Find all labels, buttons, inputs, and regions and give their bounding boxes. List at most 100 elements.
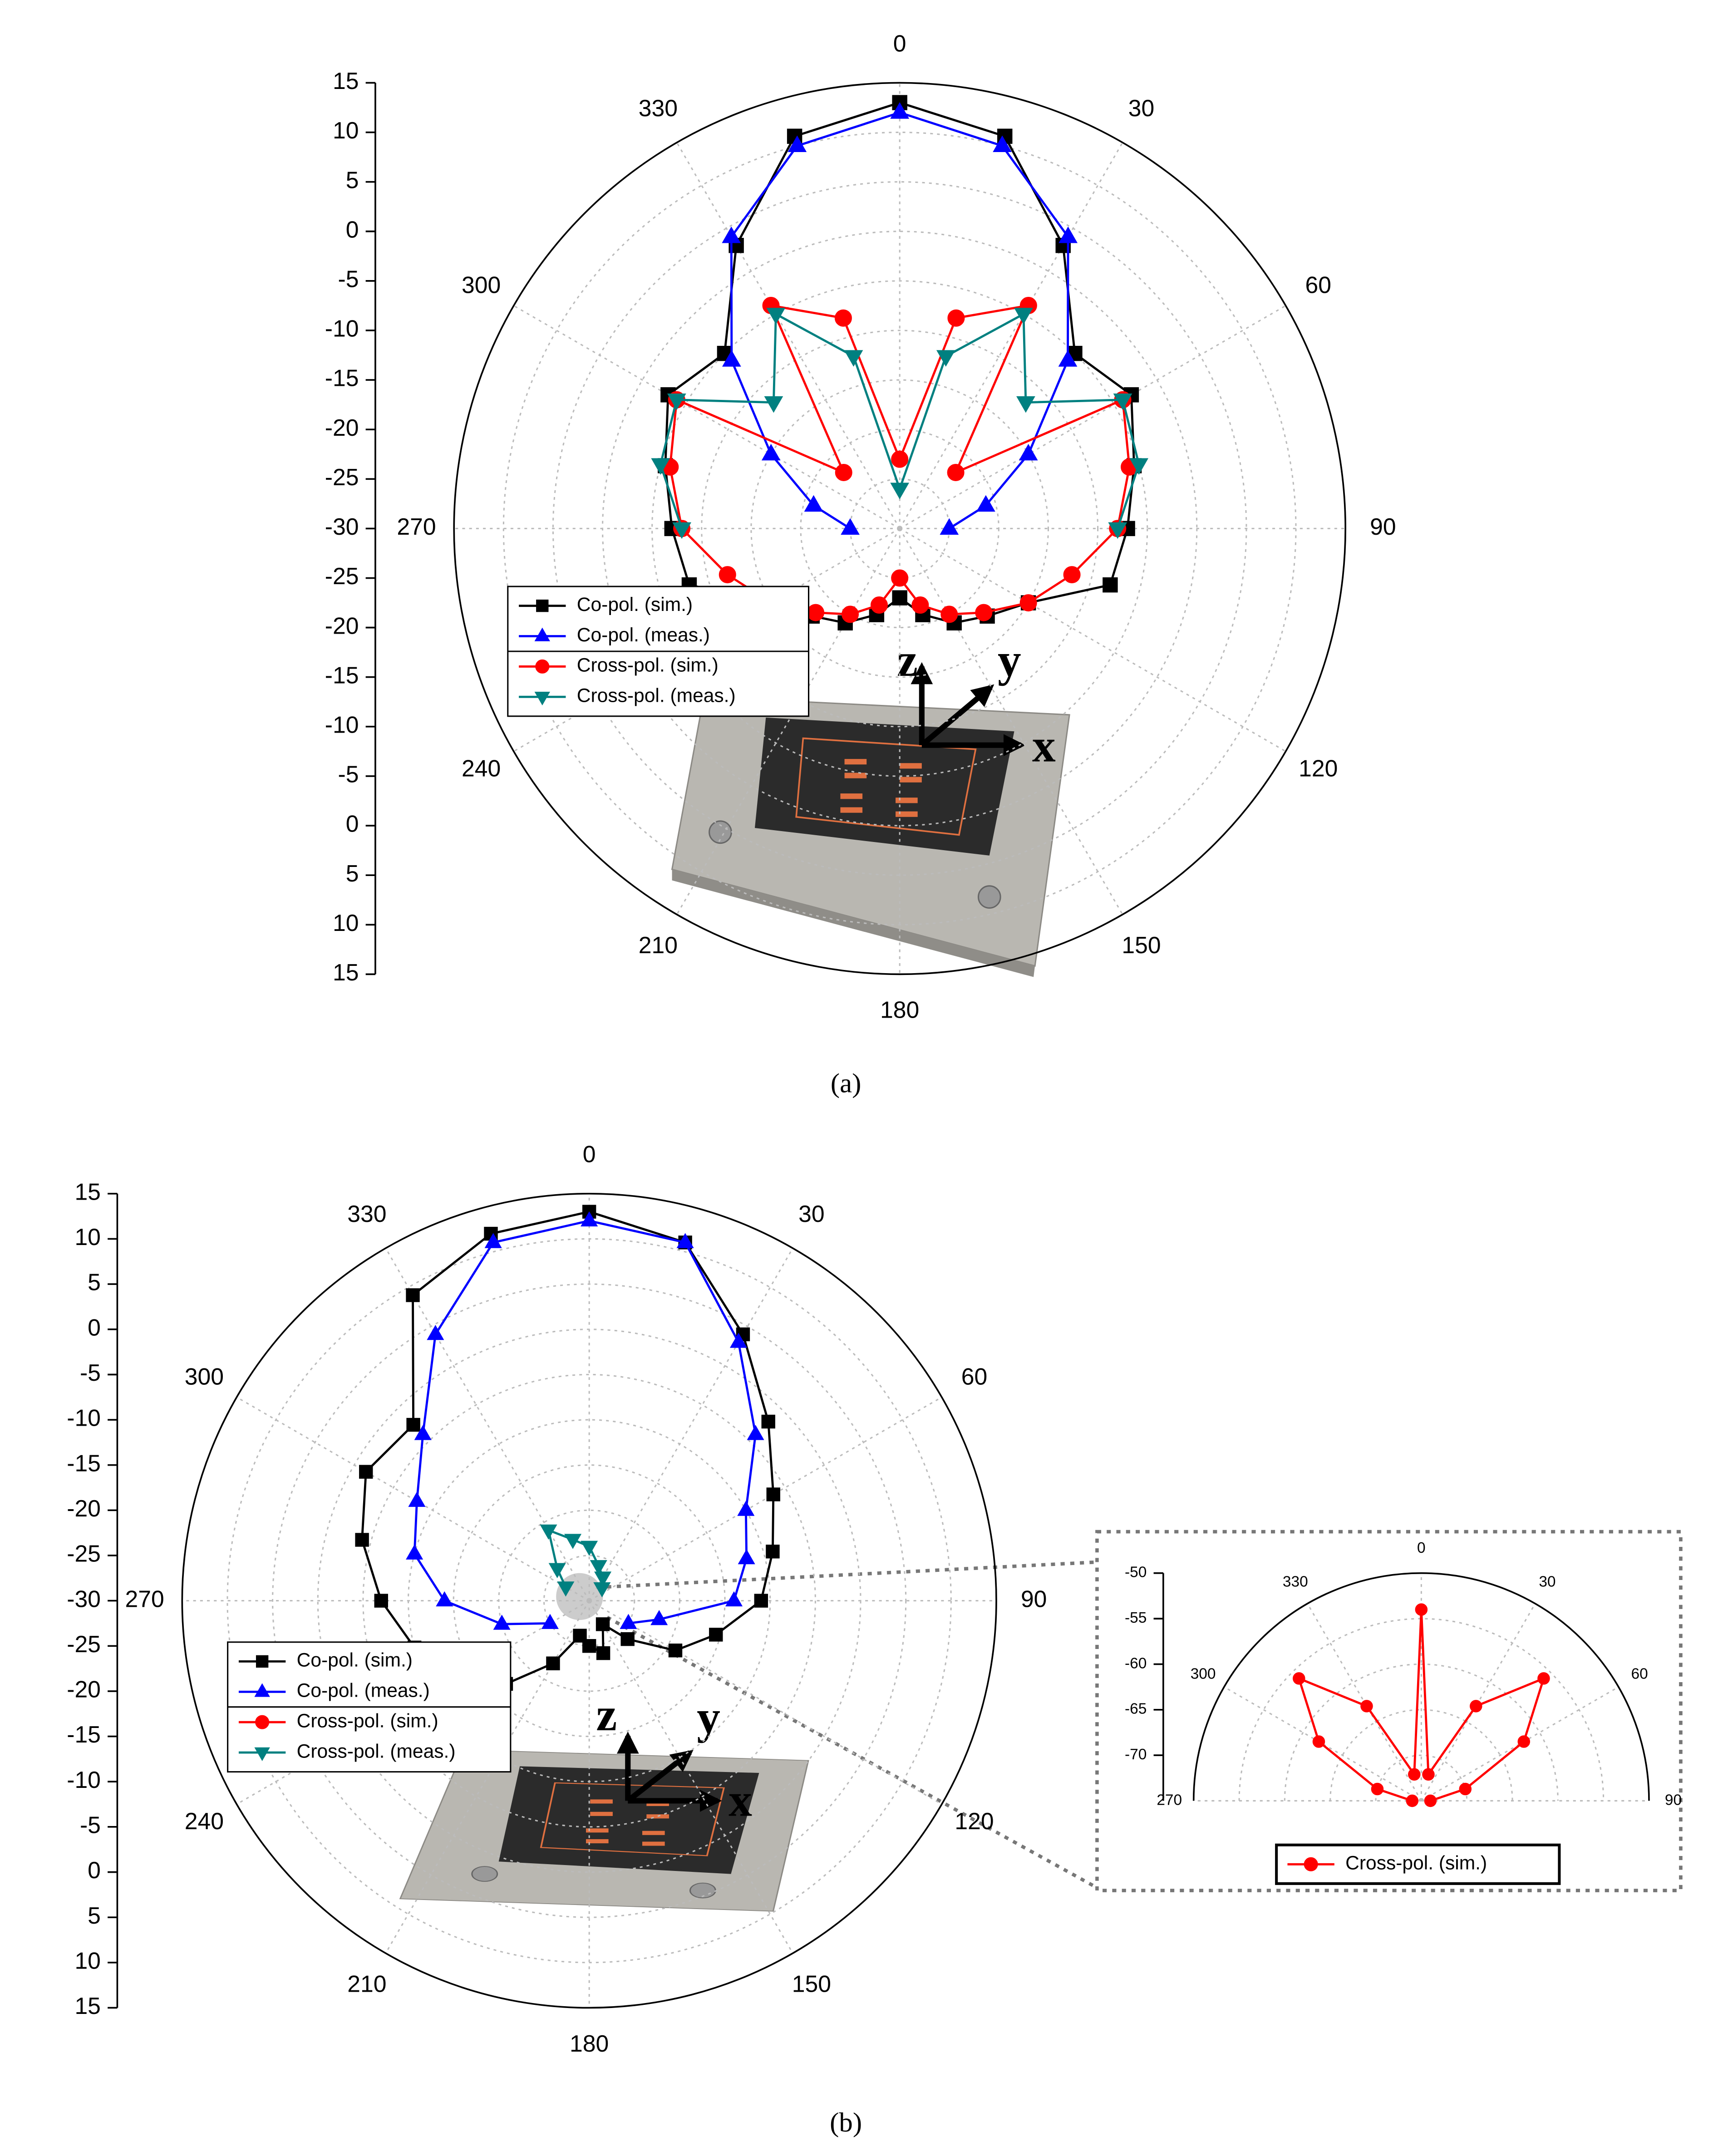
angle-label: 150 (1122, 932, 1161, 958)
marker (1360, 1700, 1373, 1713)
r-tick-label: 5 (346, 167, 359, 193)
marker (737, 1501, 755, 1516)
marker (1469, 1700, 1482, 1713)
marker (804, 495, 823, 512)
angle-label: 210 (639, 932, 678, 958)
marker (564, 1534, 582, 1549)
angle-label: 120 (955, 1808, 994, 1834)
r-tick-label: -10 (67, 1405, 101, 1431)
legend-marker (254, 1683, 270, 1697)
axes-arrows (911, 662, 1026, 757)
marker (541, 1614, 559, 1629)
angle-label: 300 (185, 1363, 224, 1389)
marker (1058, 226, 1078, 243)
legend-label: Cross-pol. (sim.) (1345, 1852, 1487, 1874)
legend-label: Cross-pol. (meas.) (577, 685, 736, 707)
angle-label: 30 (1539, 1574, 1556, 1590)
spoke (899, 305, 1286, 529)
angle-label: 30 (1128, 95, 1154, 121)
marker (1293, 1672, 1305, 1685)
marker (620, 1632, 635, 1646)
marker (891, 569, 909, 587)
marker (764, 396, 783, 413)
marker (581, 1211, 598, 1227)
angle-label: 90 (1665, 1792, 1682, 1808)
spoke (676, 142, 901, 529)
marker (1014, 308, 1033, 325)
r-tick-label: -60 (1125, 1655, 1147, 1672)
axis-annotation: z (596, 1689, 617, 1741)
legend-label: Co-pol. (meas.) (297, 1680, 430, 1702)
angle-label: 180 (880, 997, 919, 1023)
r-tick-label: 5 (88, 1902, 101, 1929)
marker (676, 1233, 694, 1248)
marker (620, 1614, 637, 1629)
polar-frame (181, 1192, 997, 2009)
marker (940, 605, 958, 623)
marker (842, 605, 859, 623)
marker (936, 350, 955, 367)
legend-marker (255, 1715, 270, 1729)
marker (1016, 396, 1035, 413)
marker (975, 604, 993, 621)
legend-box (1275, 1843, 1561, 1885)
r-tick-label: -30 (325, 513, 359, 540)
spoke (588, 1600, 793, 1954)
marker (766, 308, 786, 325)
legend-label: Cross-pol. (sim.) (297, 1710, 438, 1732)
marker (672, 522, 691, 539)
caption: (a) (831, 1068, 861, 1099)
spoke (589, 1396, 942, 1601)
marker (761, 443, 781, 461)
spoke (899, 528, 1123, 915)
marker (1517, 1735, 1531, 1748)
angle-label: 270 (1157, 1792, 1182, 1808)
marker (1371, 1782, 1384, 1796)
spoke (588, 1248, 793, 1601)
marker (548, 1563, 566, 1578)
caption: (b) (830, 2107, 862, 2138)
marker (722, 226, 741, 243)
r-tick-label: 15 (333, 68, 359, 94)
r-tick-label: 10 (74, 1947, 100, 1974)
r-tick-label: -10 (325, 711, 359, 738)
r-tick-label: -15 (325, 662, 359, 688)
marker (427, 1324, 444, 1340)
marker (557, 1581, 575, 1597)
spoke (676, 528, 901, 915)
grid-circle (453, 1464, 726, 1738)
grid-circle (701, 330, 1099, 728)
marker (841, 518, 860, 535)
legend-marker (534, 692, 550, 706)
r-tick-label: -25 (325, 464, 359, 490)
legend-marker (535, 659, 550, 674)
legend-marker (254, 1747, 270, 1761)
r-tick-label: -20 (67, 1676, 101, 1703)
marker (484, 1233, 502, 1248)
zoom-line (606, 1615, 1098, 1890)
legend-marker (536, 599, 549, 612)
r-tick-label: 5 (346, 860, 359, 886)
marker (1415, 1603, 1428, 1616)
marker (546, 1656, 560, 1670)
marker (844, 350, 863, 367)
r-tick-label: 0 (346, 811, 359, 837)
marker (788, 135, 807, 152)
spoke (899, 142, 1123, 529)
grid-circle (651, 280, 1148, 777)
marker (650, 1610, 668, 1625)
marker (891, 450, 909, 468)
r-tick-label: -70 (1125, 1746, 1147, 1763)
marker (1103, 577, 1118, 593)
axis-annotation: z (897, 635, 918, 686)
grid-circle (1284, 1663, 1559, 1801)
axis-annotation: x (1032, 720, 1056, 772)
angle-label: 300 (1191, 1666, 1216, 1683)
r-tick-label: -25 (67, 1541, 101, 1567)
series-line-wrap (797, 111, 900, 147)
marker (540, 1524, 557, 1540)
legend-marker (256, 1655, 269, 1668)
marker (890, 482, 910, 499)
series-line (413, 1220, 757, 1625)
marker (406, 1418, 420, 1432)
